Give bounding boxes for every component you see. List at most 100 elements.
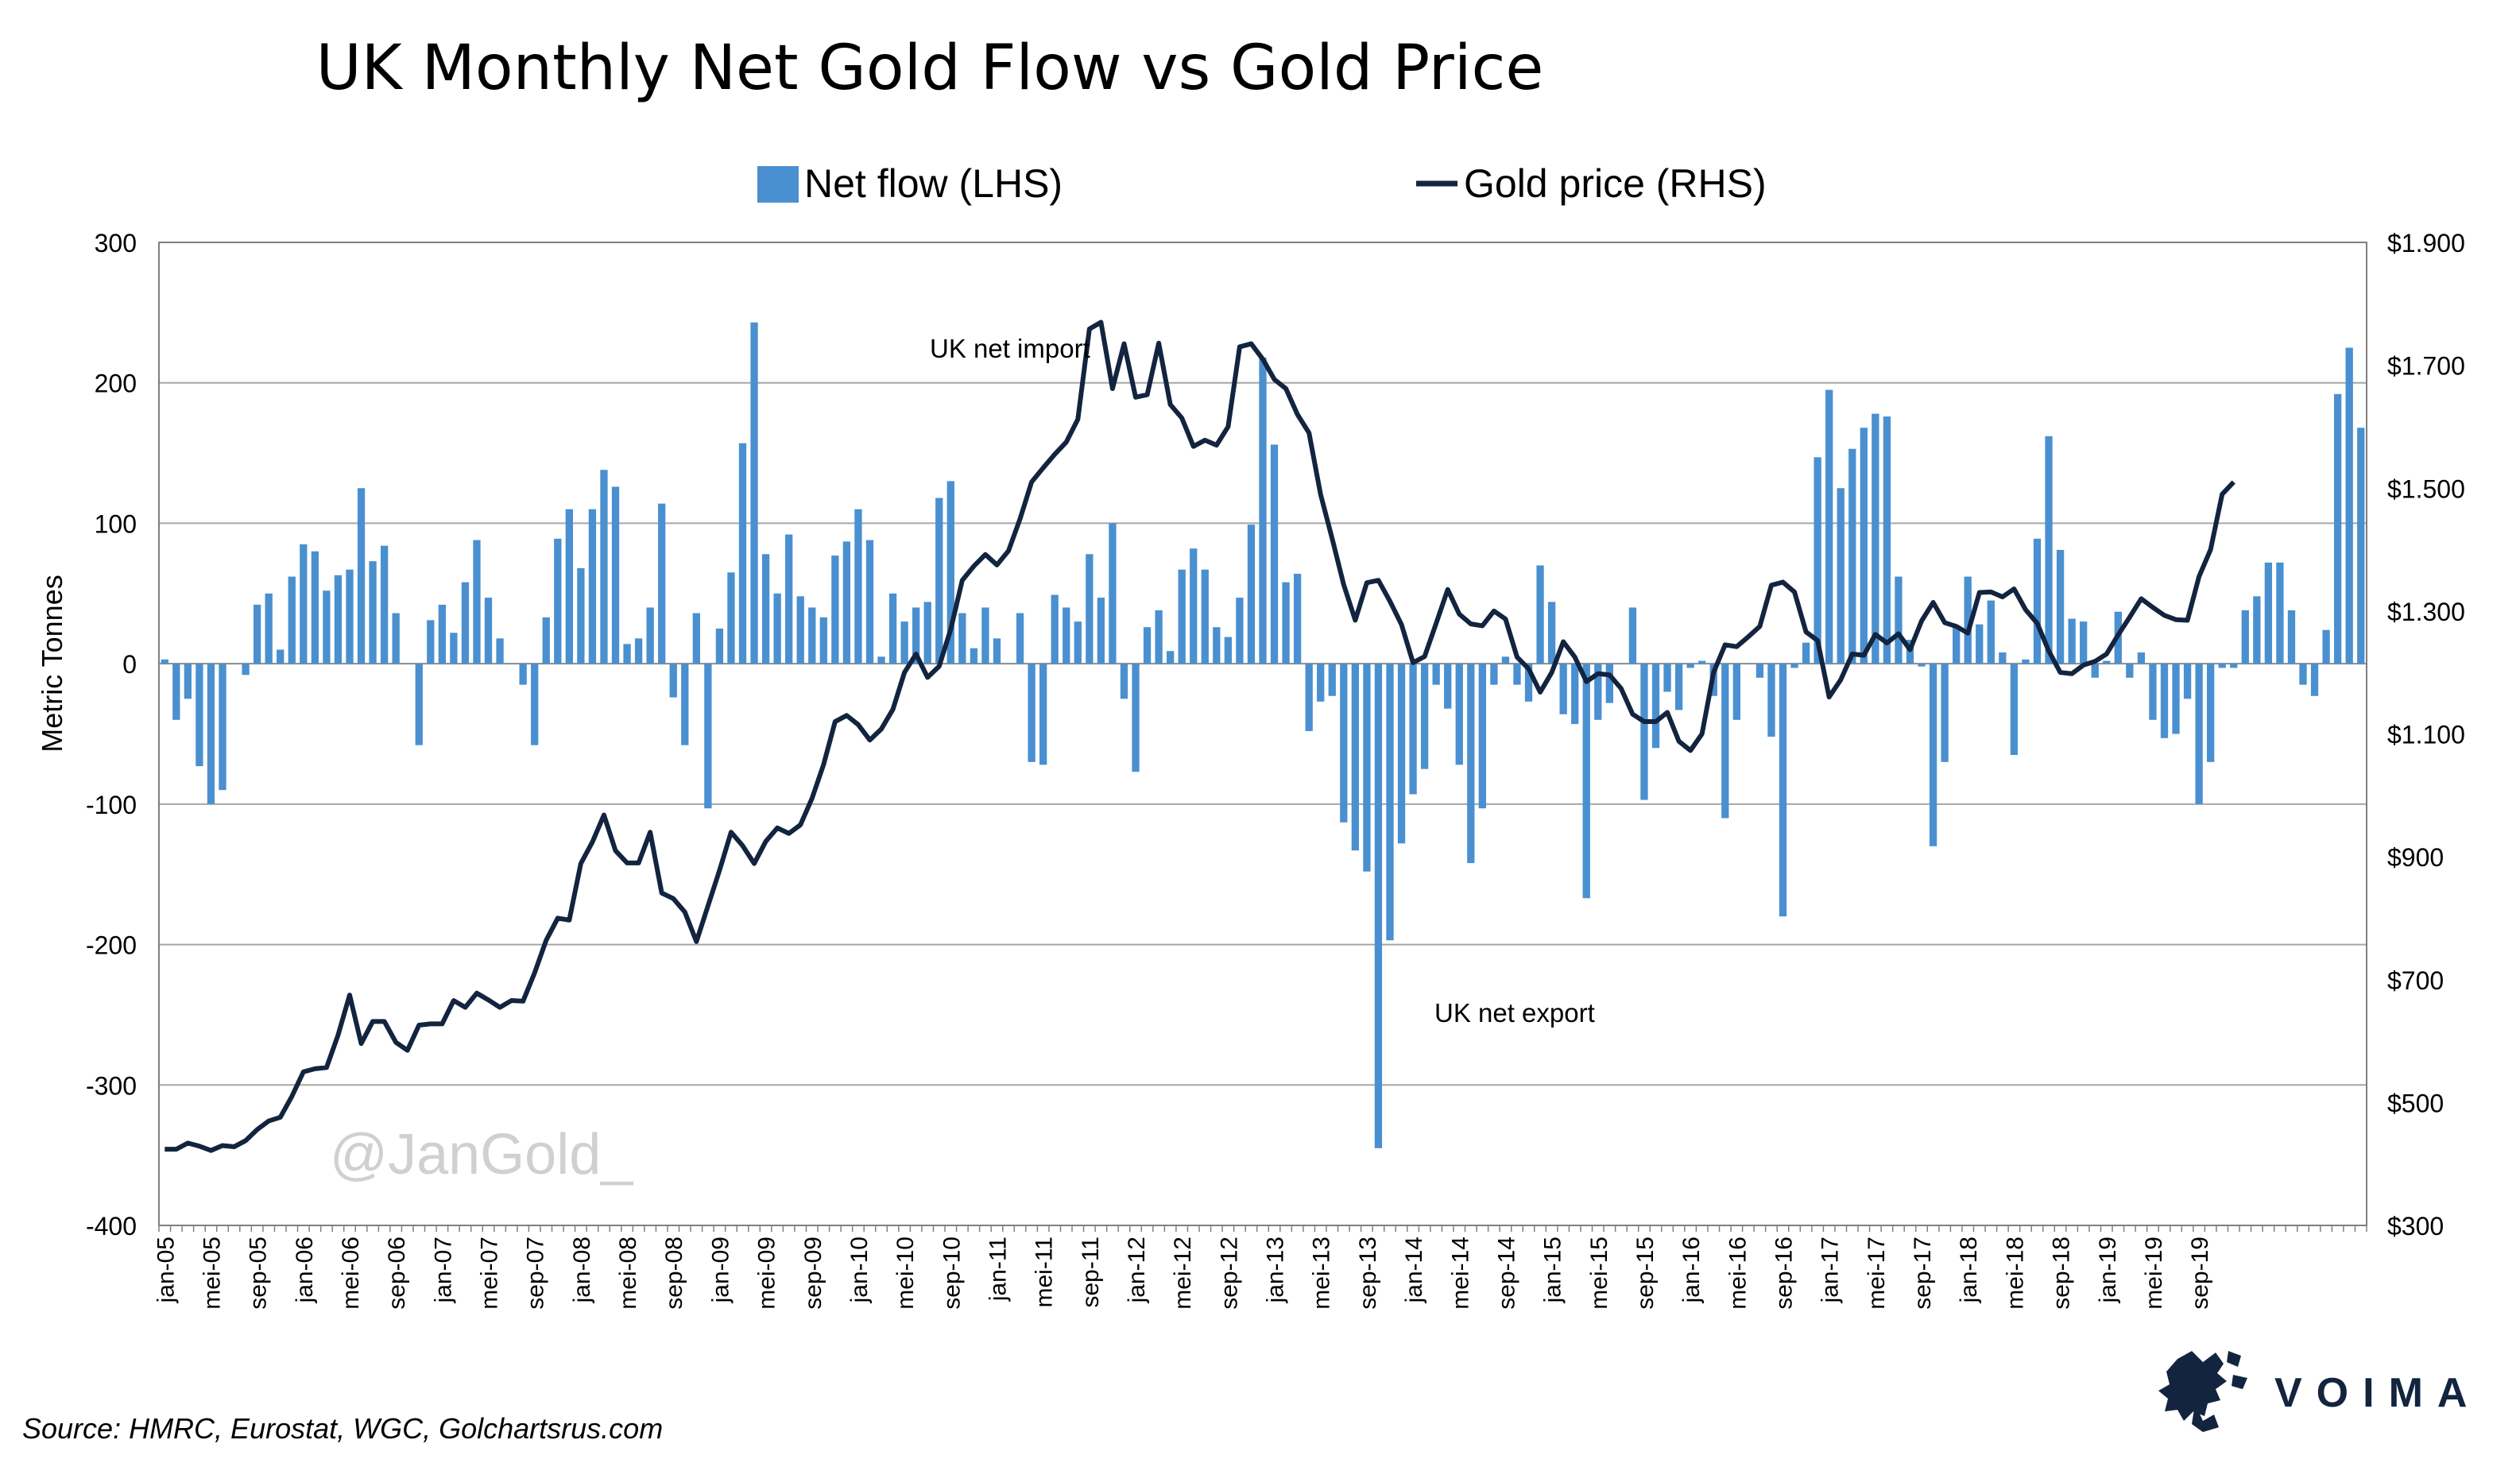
- plot-frame: [158, 242, 2367, 1226]
- bar: [415, 664, 423, 745]
- bar: [1674, 664, 1683, 710]
- bar: [669, 664, 677, 698]
- left-tick-label: -200: [86, 931, 137, 960]
- bar: [1247, 524, 1256, 664]
- bar: [912, 607, 920, 664]
- x-tick-label: sep-18: [2049, 1237, 2075, 1310]
- bar: [1732, 664, 1740, 720]
- x-tick-label: sep-16: [1771, 1237, 1798, 1310]
- right-tick-label: $300: [2387, 1212, 2444, 1241]
- x-tick-label: jan-19: [2095, 1237, 2121, 1303]
- bar: [1628, 607, 1637, 664]
- x-tick-label: mei-08: [615, 1237, 641, 1310]
- bar: [658, 503, 666, 664]
- x-tick-label: mei-09: [754, 1237, 780, 1310]
- bar: [750, 322, 758, 664]
- bar: [172, 664, 180, 720]
- bar: [2276, 562, 2284, 664]
- voima-emblem-icon: [2158, 1351, 2247, 1432]
- bar: [1559, 664, 1567, 714]
- bar: [1814, 457, 1821, 664]
- bar: [1964, 576, 1972, 664]
- bar: [785, 534, 793, 664]
- bar: [2091, 664, 2099, 678]
- bar: [450, 633, 458, 664]
- x-tick-label: mei-10: [892, 1237, 919, 1310]
- bar: [831, 555, 839, 664]
- bar: [1605, 664, 1613, 703]
- bar: [1999, 652, 2007, 664]
- net-flow-bars: [161, 322, 2365, 1148]
- bar: [357, 488, 366, 664]
- x-tick-label: jan-07: [430, 1237, 456, 1303]
- bar: [727, 572, 735, 664]
- right-tick-label: $500: [2387, 1089, 2444, 1117]
- right-tick-label: $1.700: [2387, 352, 2465, 381]
- bar: [577, 567, 585, 664]
- bar: [877, 656, 885, 664]
- bar: [161, 659, 168, 664]
- bar: [2218, 664, 2226, 668]
- bar: [2010, 664, 2019, 755]
- bar: [1397, 664, 1406, 844]
- right-tick-label: $1.100: [2387, 721, 2465, 749]
- bar: [1086, 554, 1094, 664]
- brand-name: VOIMA: [2274, 1370, 2481, 1416]
- bar: [2080, 621, 2088, 664]
- bar: [1236, 598, 1244, 664]
- bar: [461, 582, 470, 664]
- left-tick-label: 300: [95, 229, 137, 257]
- bar: [380, 545, 389, 664]
- bar: [1351, 664, 1360, 851]
- bar: [865, 540, 874, 664]
- bar: [565, 509, 573, 664]
- left-tick-label: 100: [95, 509, 137, 538]
- bar: [1386, 664, 1394, 941]
- bar: [1872, 413, 1879, 664]
- x-tick-label: sep-13: [1355, 1237, 1381, 1310]
- x-tick-label: sep-09: [800, 1237, 826, 1310]
- bar: [623, 644, 631, 664]
- bar: [1028, 664, 1035, 762]
- bar: [1455, 664, 1463, 765]
- bar: [1883, 416, 1891, 664]
- bar: [1953, 625, 1961, 664]
- bar: [1825, 389, 1833, 664]
- bar: [277, 649, 285, 664]
- bar: [2241, 610, 2249, 664]
- bar: [531, 664, 539, 745]
- bar: [473, 540, 481, 664]
- bar: [1224, 637, 1233, 664]
- bar: [2322, 629, 2330, 664]
- bar: [958, 613, 966, 664]
- x-tick-label: jan-15: [1540, 1237, 1566, 1303]
- x-tick-label: jan-11: [985, 1237, 1011, 1302]
- bar: [2137, 652, 2146, 664]
- bar: [1513, 664, 1521, 685]
- bar: [692, 613, 700, 664]
- x-tick-label: jan-09: [707, 1237, 734, 1303]
- bar: [2045, 435, 2053, 664]
- bar: [1432, 664, 1440, 685]
- watermark: @JanGold_: [330, 1123, 633, 1186]
- bar: [1976, 624, 1984, 664]
- bar: [1039, 664, 1047, 765]
- bar: [195, 664, 203, 767]
- bar: [2206, 664, 2215, 762]
- bar: [1016, 613, 1024, 664]
- bar: [1420, 664, 1429, 769]
- bar: [773, 593, 781, 664]
- right-tick-label: $1.300: [2387, 598, 2465, 626]
- bar: [1860, 428, 1868, 664]
- bar: [288, 576, 296, 664]
- bar: [923, 602, 931, 664]
- x-tick-label: jan-16: [1678, 1237, 1705, 1303]
- x-tick-label: sep-12: [1216, 1237, 1242, 1310]
- bar: [1282, 582, 1290, 664]
- bar: [427, 620, 435, 664]
- bar: [2033, 538, 2042, 664]
- bar: [2103, 660, 2111, 664]
- x-tick-label: jan-12: [1124, 1237, 1150, 1303]
- bar: [1409, 664, 1417, 795]
- gold-price-line: [165, 319, 2235, 1153]
